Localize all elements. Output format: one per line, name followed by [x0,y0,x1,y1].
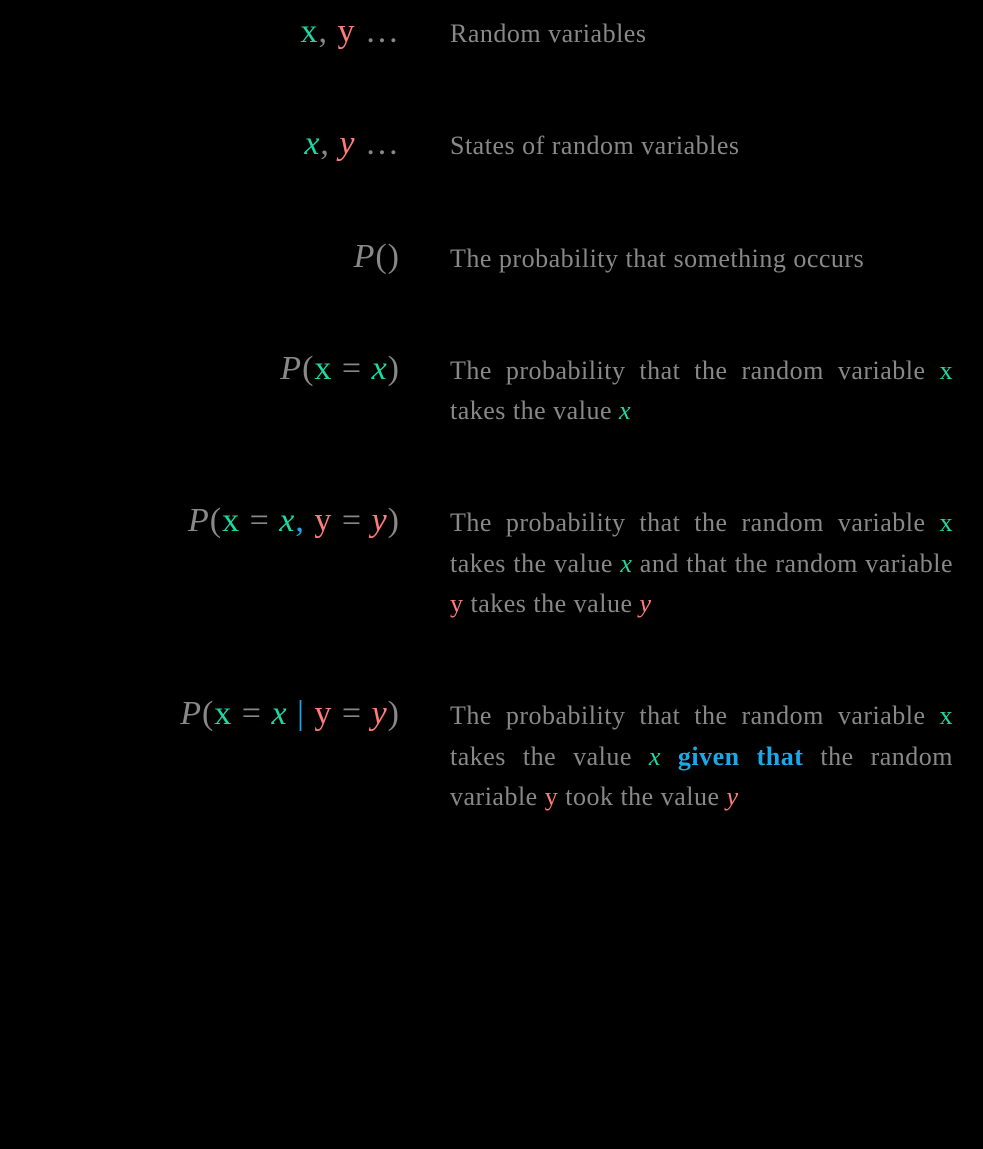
notation-prob-joint: P(x = x, y = y) [30,499,450,543]
notation-prob-x: P(x = x) [30,347,450,391]
desc-random-vars: Random variables [450,10,953,54]
desc-prob-cond: The probability that the random variable… [450,692,953,817]
desc-prob-x: The probability that the random variable… [450,347,953,432]
row-prob-joint: P(x = x, y = y)The probability that the … [30,499,953,624]
notation-table: x, y …Random variablesx, y …States of ra… [30,10,953,817]
notation-prob-cond: P(x = x | y = y) [30,692,450,736]
row-random-vars: x, y …Random variables [30,10,953,54]
desc-prob-empty: The probability that something occurs [450,235,953,279]
notation-random-vars: x, y … [30,10,450,54]
notation-states: x, y … [30,122,450,166]
row-states: x, y …States of random variables [30,122,953,166]
row-prob-x: P(x = x)The probability that the random … [30,347,953,432]
notation-prob-empty: P() [30,235,450,279]
row-prob-cond: P(x = x | y = y)The probability that the… [30,692,953,817]
desc-states: States of random variables [450,122,953,166]
row-prob-empty: P()The probability that something occurs [30,235,953,279]
desc-prob-joint: The probability that the random variable… [450,499,953,624]
